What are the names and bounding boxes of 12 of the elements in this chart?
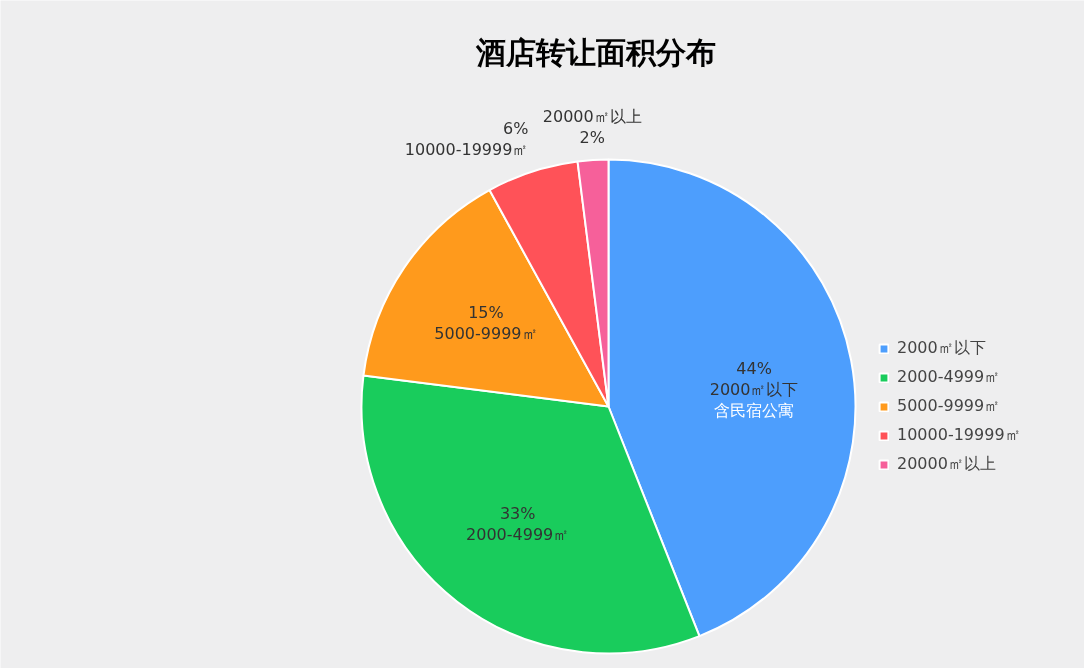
data-label: 15% 5000-9999㎡ [434, 303, 538, 344]
data-label: 33% 2000-4999㎡ [466, 503, 570, 544]
text: 含民宿公寓 [714, 400, 795, 420]
legend-label: 5000-9999㎡ [897, 396, 1001, 417]
data-label: 44% 2000㎡以下 [709, 358, 799, 399]
chart-title: 酒店转让面积分布 [474, 35, 716, 70]
data-label: 20000㎡以上 2% [542, 106, 642, 147]
legend-label: 2000-4999㎡ [897, 367, 1001, 388]
legend-label: 20000㎡以上 [897, 454, 996, 475]
legend-label: 2000㎡以下 [897, 338, 986, 359]
legend-label: 10000-19999㎡ [897, 425, 1021, 446]
data-label: 6% 10000-19999㎡ [404, 118, 529, 159]
